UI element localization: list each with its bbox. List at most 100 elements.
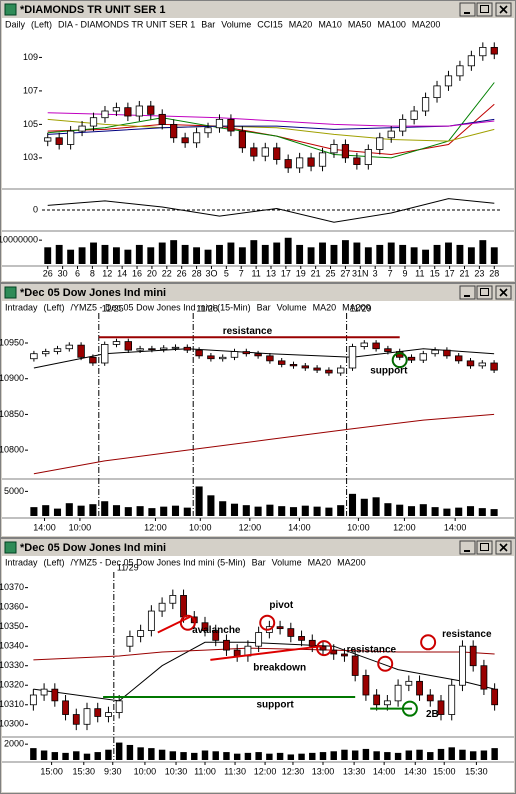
y-tick-label: 10360 xyxy=(0,602,24,612)
candle-body xyxy=(454,355,463,362)
annotation-label: support xyxy=(256,699,294,710)
candle-body xyxy=(433,85,441,99)
annotation-label: avalanche xyxy=(192,625,241,636)
candle-body xyxy=(124,107,132,117)
y-tick-label: 2000 xyxy=(4,739,24,749)
volume-bar xyxy=(147,247,155,264)
candle-body xyxy=(399,118,407,132)
candle-body xyxy=(478,362,487,367)
candle-body xyxy=(467,55,475,67)
candle-body xyxy=(212,630,220,641)
maximize-glyph xyxy=(480,543,489,551)
volume-bar xyxy=(284,237,292,264)
candle-body xyxy=(89,117,98,127)
minimize-button[interactable] xyxy=(459,285,476,300)
minimize-button[interactable] xyxy=(459,2,476,17)
maximize-button[interactable] xyxy=(476,2,493,17)
candle-body xyxy=(223,639,230,651)
candle-body xyxy=(480,665,488,690)
x-tick-label: 27 xyxy=(340,268,350,278)
volume-bar xyxy=(410,247,418,264)
candle-body xyxy=(353,157,361,165)
x-tick-label: 11:00 xyxy=(194,766,216,776)
maximize-button[interactable] xyxy=(476,540,493,555)
volume-bar xyxy=(183,507,191,516)
volume-bar xyxy=(51,752,59,760)
candle-body xyxy=(373,694,381,706)
moving-average xyxy=(33,413,495,475)
minimize-button[interactable] xyxy=(459,540,476,555)
volume-bar xyxy=(124,507,132,516)
x-tick-label: 12:00 xyxy=(393,522,416,532)
volume-bar xyxy=(287,754,295,760)
legend-item: MA20 xyxy=(313,302,337,312)
x-tick-label: 14:30 xyxy=(404,766,427,776)
volume-bar xyxy=(105,749,112,760)
candle-body xyxy=(341,653,348,657)
candle-body xyxy=(147,610,155,631)
title-bar xyxy=(2,285,514,300)
x-tick-label: 8 xyxy=(90,268,95,278)
moving-average xyxy=(47,118,495,135)
x-tick-label: 7 xyxy=(388,268,393,278)
volume-bar xyxy=(351,750,359,760)
x-tick-label: 11:30 xyxy=(224,766,246,776)
legend-item: MA200 xyxy=(342,302,371,312)
candle-body xyxy=(287,628,295,637)
candle-body xyxy=(89,356,97,364)
x-tick-label: 14:00 xyxy=(444,522,467,532)
candle-body xyxy=(55,137,63,145)
candle-body xyxy=(456,65,464,77)
x-tick-label: 6 xyxy=(75,268,80,278)
candle-body xyxy=(135,105,143,117)
candle-body xyxy=(158,113,166,125)
x-tick-label: 3O xyxy=(205,268,217,278)
x-tick-label: 22 xyxy=(162,268,172,278)
volume-bar xyxy=(353,242,361,264)
candle-body xyxy=(62,700,69,715)
candle-body xyxy=(325,369,333,374)
legend-item: MA50 xyxy=(348,19,372,29)
candle-body xyxy=(491,688,499,706)
y-tick-label: 107 xyxy=(23,85,38,95)
candle-body xyxy=(318,152,327,167)
volume-bar xyxy=(319,242,326,264)
volume-bar xyxy=(136,506,144,516)
volume-bar xyxy=(77,505,85,516)
volume-bar xyxy=(301,505,309,516)
candle-body xyxy=(115,700,123,713)
volume-bar xyxy=(466,506,475,516)
candle-body xyxy=(298,636,305,641)
volume-bar xyxy=(384,503,392,516)
y-tick-label: 10850 xyxy=(0,409,24,419)
window-icon xyxy=(4,286,17,299)
volume-bar xyxy=(112,247,120,264)
maximize-button[interactable] xyxy=(476,285,493,300)
x-tick-label: 23 xyxy=(474,268,484,278)
candle-body xyxy=(242,351,251,355)
candle-body xyxy=(218,356,227,360)
candle-body xyxy=(330,144,338,154)
volume-bar xyxy=(405,750,413,760)
session-label: 11/28 xyxy=(196,303,218,313)
volume-bar xyxy=(387,242,395,264)
volume-bar xyxy=(407,506,416,516)
candle-body xyxy=(266,355,274,362)
candle-body xyxy=(158,602,166,612)
volume-bar xyxy=(399,244,407,264)
volume-bar xyxy=(191,752,198,760)
candle-body xyxy=(407,356,416,361)
legend-item: (Left) xyxy=(31,19,52,29)
legend-item: MA200 xyxy=(337,557,366,567)
candle-body xyxy=(83,708,91,725)
candle-body xyxy=(137,630,145,637)
candle-body xyxy=(204,127,212,134)
volume-bar xyxy=(437,748,445,760)
volume-bar xyxy=(53,508,62,516)
volume-bar xyxy=(255,752,262,760)
volume-bar xyxy=(158,749,166,760)
candle-body xyxy=(431,349,439,355)
volume-bar xyxy=(171,505,180,516)
candle-body xyxy=(364,149,372,165)
volume-bar xyxy=(266,504,274,516)
